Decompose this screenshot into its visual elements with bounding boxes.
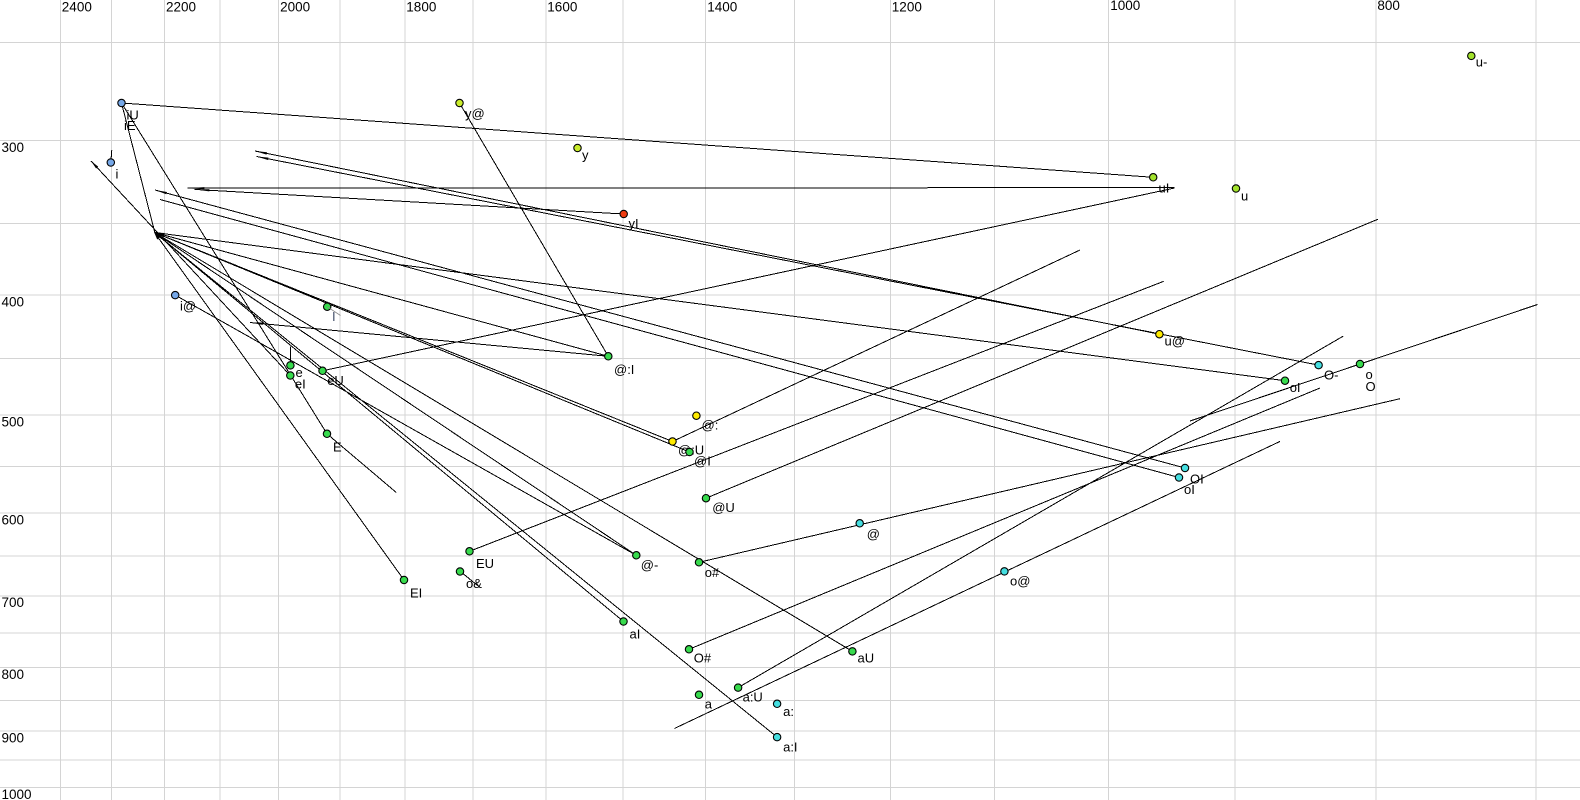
svg-text:@:: @: [702,418,719,433]
svg-text:aU: aU [858,651,875,666]
svg-text:400: 400 [2,294,25,309]
svg-text:800: 800 [2,667,25,682]
svg-text:oI: oI [1290,380,1301,395]
svg-text:O: O [1366,379,1376,394]
svg-text:@U: @U [712,500,735,515]
svg-text:@:I: @:I [614,362,634,377]
svg-text:eI: eI [295,377,306,392]
svg-text:1800: 1800 [406,0,436,14]
svg-text:aI: aI [630,627,641,642]
svg-text:iE: iE [124,118,136,133]
svg-text:2000: 2000 [280,0,310,14]
svg-text:O-: O- [1324,368,1338,383]
svg-text:o#: o# [705,565,720,580]
svg-text:i: i [116,167,119,182]
svg-text:yI: yI [629,216,639,231]
svg-text:800: 800 [1377,0,1400,13]
svg-text:u-: u- [1476,55,1488,70]
svg-text:uI: uI [1159,181,1170,196]
svg-text:a:U: a:U [743,690,763,705]
svg-text:1600: 1600 [547,0,577,14]
svg-text:u: u [1241,189,1248,204]
svg-text:300: 300 [2,140,25,155]
svg-text:iU: iU [127,108,139,123]
svg-text:700: 700 [2,595,25,610]
svg-text:o: o [1366,367,1373,382]
svg-text:600: 600 [2,512,25,527]
svg-text:a: a [705,696,713,711]
svg-text:@I: @I [694,454,711,469]
svg-text:e: e [296,365,303,380]
svg-text:E: E [333,440,342,455]
svg-text:900: 900 [2,730,25,745]
svg-text:EI: EI [410,586,422,601]
svg-text:2400: 2400 [62,0,92,14]
svg-text:@: @ [867,527,880,542]
svg-text:i@: i@ [180,298,196,313]
svg-text:500: 500 [2,414,25,429]
svg-text:2200: 2200 [166,0,196,14]
svg-text:1000: 1000 [1110,0,1140,13]
svg-text:1000: 1000 [2,787,32,800]
svg-text:y@: y@ [465,106,485,121]
svg-text:eU: eU [327,373,344,388]
svg-text:a:I: a:I [783,740,797,755]
svg-text:u@: u@ [1165,334,1185,349]
svg-text:1400: 1400 [707,0,737,14]
svg-text:y: y [582,148,589,163]
svg-text:a:: a: [783,704,794,719]
svg-text:oI: oI [1184,482,1195,497]
svg-text:EU: EU [476,556,494,571]
svg-text:1200: 1200 [892,0,922,14]
svg-text:O#: O# [694,651,712,666]
svg-text:o@: o@ [1010,574,1030,589]
svg-text:OI: OI [1190,472,1204,487]
svg-text:@-: @- [641,558,659,573]
svg-text:o&: o& [466,576,482,591]
svg-text:I: I [332,309,336,324]
